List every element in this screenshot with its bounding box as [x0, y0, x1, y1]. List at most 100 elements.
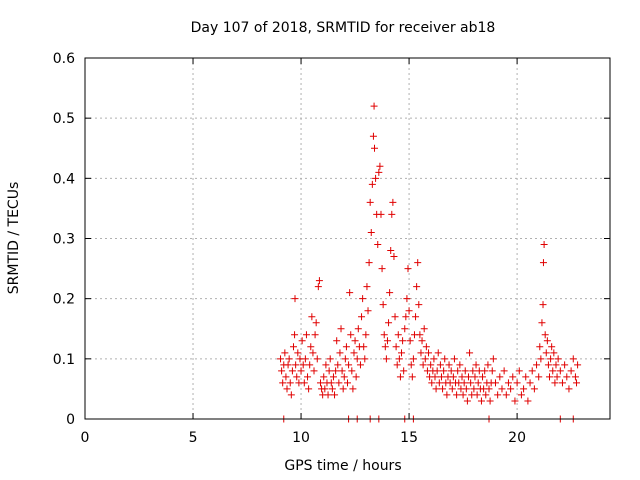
- data-point: [430, 355, 438, 363]
- data-point: [358, 313, 366, 321]
- data-point: [504, 379, 512, 387]
- y-tick-label: 0.2: [53, 292, 75, 308]
- data-point: [392, 343, 400, 351]
- data-point: [524, 397, 532, 405]
- data-point: [291, 331, 299, 339]
- data-point: [462, 385, 470, 393]
- data-point: [541, 331, 549, 339]
- data-point: [381, 343, 389, 351]
- data-point: [349, 385, 357, 393]
- data-point: [403, 295, 411, 303]
- x-tick-label: 5: [189, 430, 198, 446]
- data-point: [456, 361, 464, 369]
- chart-title: Day 107 of 2018, SRMTID for receiver ab1…: [191, 20, 496, 36]
- data-point: [445, 361, 453, 369]
- data-point: [378, 265, 386, 273]
- data-point: [326, 355, 334, 363]
- data-point: [340, 373, 348, 381]
- data-point: [435, 379, 443, 387]
- data-point: [374, 241, 382, 249]
- data-point: [425, 349, 433, 357]
- data-point: [565, 385, 573, 393]
- data-point: [352, 373, 360, 381]
- data-point: [540, 241, 548, 249]
- data-point: [471, 373, 479, 381]
- data-point: [327, 379, 335, 387]
- data-point: [284, 361, 292, 369]
- data-point: [292, 361, 300, 369]
- data-point: [375, 168, 383, 176]
- data-point: [472, 361, 480, 369]
- data-point: [386, 289, 394, 297]
- data-point: [511, 397, 519, 405]
- data-point: [314, 283, 322, 291]
- data-point: [282, 373, 290, 381]
- data-point: [391, 313, 399, 321]
- data-point: [354, 325, 362, 333]
- axis-ticks: 0 0.1 0.2 0.3 0.4 0.5 0.6 0 5 10 15 20: [53, 51, 610, 446]
- data-point: [287, 391, 295, 399]
- data-point: [288, 367, 296, 375]
- data-point: [277, 355, 285, 363]
- data-point: [484, 361, 492, 369]
- data-point: [336, 349, 344, 357]
- data-point: [380, 331, 388, 339]
- data-point: [300, 379, 308, 387]
- data-point: [408, 373, 416, 381]
- data-point: [365, 259, 373, 267]
- data-point: [571, 373, 579, 381]
- data-point: [369, 132, 377, 140]
- data-point: [422, 343, 430, 351]
- data-point: [289, 343, 297, 351]
- data-point: [443, 391, 451, 399]
- data-point: [502, 391, 510, 399]
- data-point: [364, 307, 372, 315]
- data-point: [382, 355, 390, 363]
- data-point: [450, 355, 458, 363]
- data-point: [350, 349, 358, 357]
- data-point: [500, 367, 508, 375]
- data-point: [536, 343, 544, 351]
- data-point: [291, 295, 299, 303]
- data-point: [347, 331, 355, 339]
- data-point: [470, 385, 478, 393]
- data-points: [277, 102, 582, 423]
- data-point: [390, 253, 398, 261]
- data-point: [299, 361, 307, 369]
- data-point: [361, 355, 369, 363]
- data-point: [439, 385, 447, 393]
- data-point: [432, 385, 440, 393]
- data-point: [363, 283, 371, 291]
- data-point: [302, 331, 310, 339]
- data-point: [491, 379, 499, 387]
- data-point: [461, 367, 469, 375]
- data-point: [413, 283, 421, 291]
- data-point: [542, 349, 550, 357]
- data-point: [496, 373, 504, 381]
- x-tick-label: 10: [292, 430, 310, 446]
- data-point: [440, 367, 448, 375]
- data-point: [547, 355, 555, 363]
- data-point: [389, 198, 397, 206]
- data-point: [367, 228, 375, 236]
- data-point: [396, 373, 404, 381]
- data-point: [338, 367, 346, 375]
- data-point: [281, 349, 289, 357]
- data-point: [549, 367, 557, 375]
- data-point: [316, 379, 324, 387]
- data-point: [309, 349, 317, 357]
- data-point: [437, 373, 445, 381]
- data-point: [405, 307, 413, 315]
- data-point: [297, 367, 305, 375]
- data-point: [371, 144, 379, 152]
- data-point: [377, 210, 385, 218]
- data-point: [428, 379, 436, 387]
- data-point: [551, 379, 559, 387]
- data-point: [528, 367, 536, 375]
- data-point: [486, 397, 494, 405]
- data-point: [310, 367, 318, 375]
- data-point: [473, 391, 481, 399]
- data-point: [509, 373, 517, 381]
- data-point: [322, 361, 330, 369]
